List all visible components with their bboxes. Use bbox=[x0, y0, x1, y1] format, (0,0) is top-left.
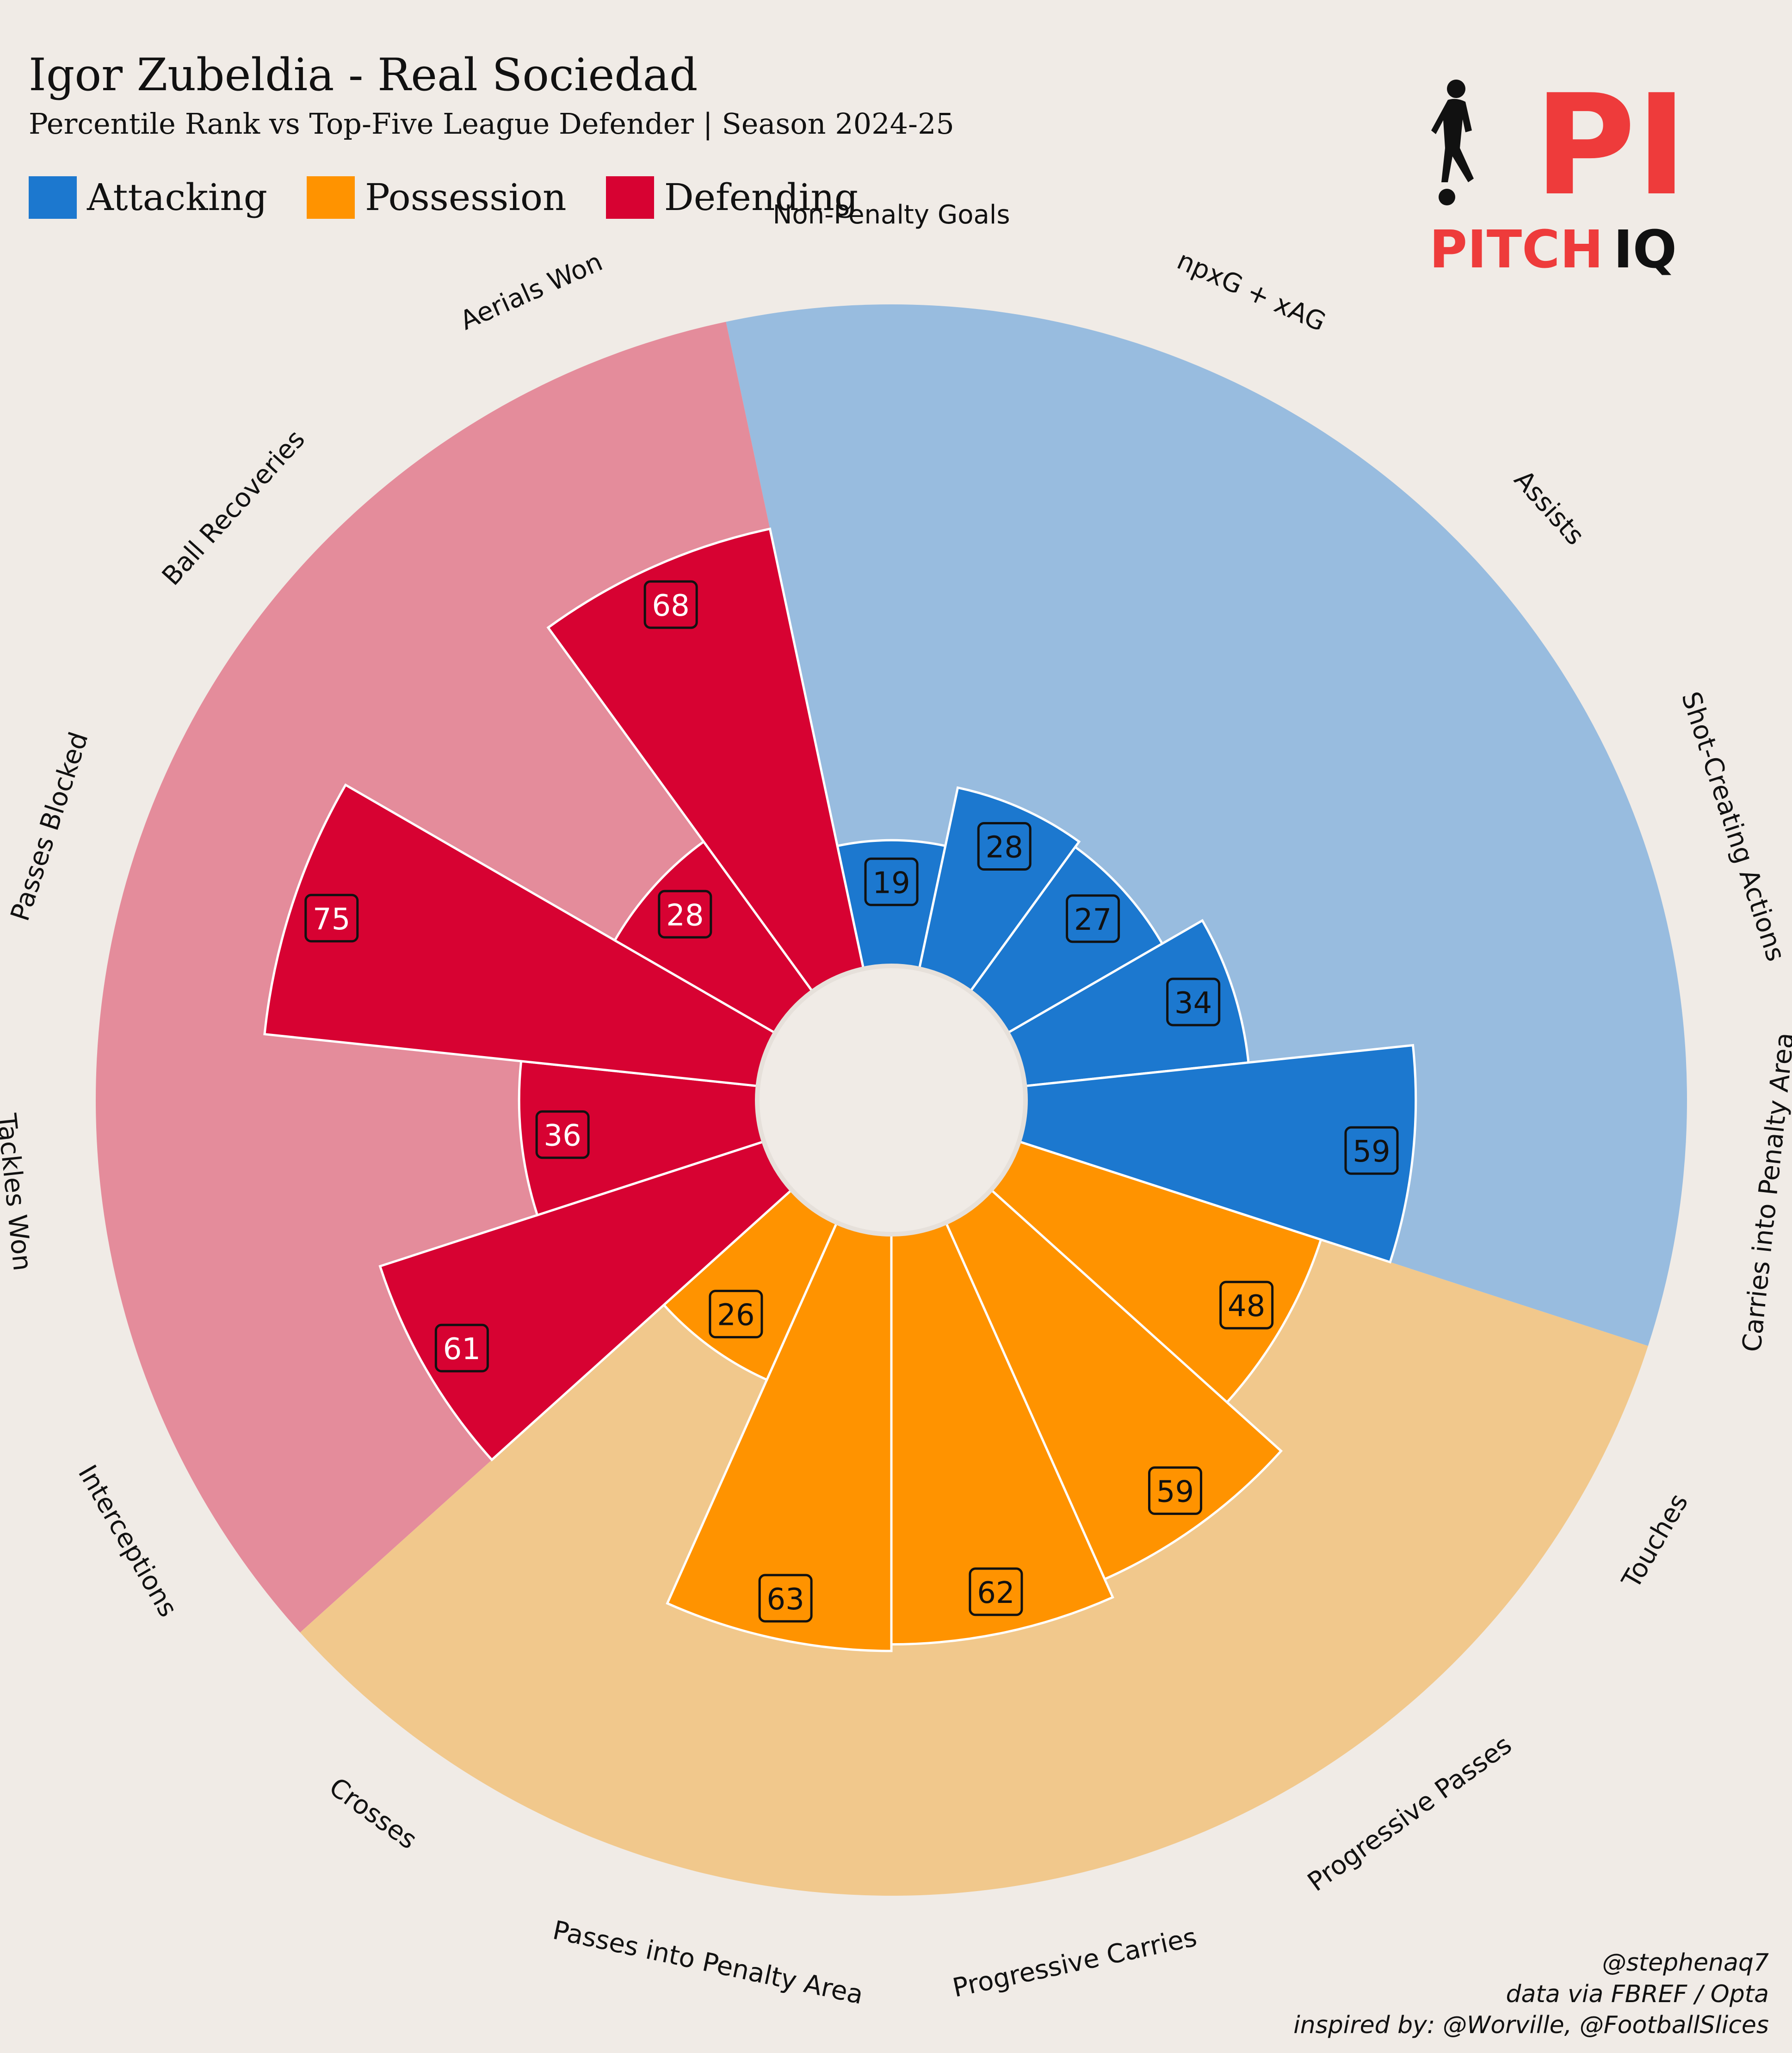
legend-item-defending: Defending bbox=[606, 176, 859, 219]
value-label-box-assists bbox=[1066, 894, 1120, 943]
logo-mark: PI bbox=[1534, 69, 1687, 217]
logo-brand: PITCH bbox=[1429, 220, 1604, 280]
chart-header: Igor Zubeldia - Real Sociedad Percentile… bbox=[29, 49, 954, 141]
value-label-ball-recoveries: 28 bbox=[666, 898, 704, 933]
legend-label-defending: Defending bbox=[664, 176, 859, 219]
value-label-box-aerials-won bbox=[643, 580, 698, 629]
credit-handle: @stephenaq7 bbox=[1602, 1949, 1769, 1977]
logo-wordmark: PITCH IQ bbox=[1429, 220, 1677, 280]
value-label-box-touches bbox=[1219, 1280, 1274, 1330]
value-label-progressive-carries: 62 bbox=[977, 1576, 1014, 1610]
value-label-npxg-xag: 28 bbox=[985, 831, 1023, 865]
value-label-box-progressive-passes bbox=[1148, 1466, 1202, 1515]
value-label-box-npxg-xag bbox=[977, 822, 1032, 871]
legend-label-possession: Possession bbox=[365, 176, 567, 219]
value-label-box-passes-into-penalty-area bbox=[758, 1574, 813, 1623]
legend-item-possession: Possession bbox=[306, 176, 567, 219]
credit-source: data via FBREF / Opta bbox=[1506, 1980, 1769, 2008]
category-label-non-penalty-goals: Non-Penalty Goals bbox=[772, 200, 1010, 230]
category-label-carries-into-penalty-area: Carries into Penalty Area bbox=[1737, 1031, 1792, 1354]
category-label-interceptions: Interceptions bbox=[72, 1460, 183, 1622]
value-label-passes-into-penalty-area: 63 bbox=[766, 1583, 804, 1617]
value-label-progressive-passes: 59 bbox=[1156, 1475, 1194, 1509]
chart-title: Igor Zubeldia - Real Sociedad bbox=[29, 49, 698, 101]
category-label-touches: Touches bbox=[1616, 1489, 1694, 1594]
category-label-passes-blocked: Passes Blocked bbox=[5, 729, 94, 925]
credits: @stephenaq7 data via FBREF / Opta inspir… bbox=[1293, 1948, 1769, 2041]
value-label-box-carries-into-penalty-area bbox=[1344, 1126, 1399, 1175]
legend-swatch-attacking bbox=[29, 176, 77, 219]
logo-suffix: IQ bbox=[1613, 220, 1677, 280]
footballer-silhouette-icon: PI bbox=[1431, 65, 1687, 226]
category-label-tackles-won: Tackles Won bbox=[0, 1112, 37, 1272]
value-label-tackles-won: 36 bbox=[544, 1119, 581, 1153]
value-label-aerials-won: 68 bbox=[652, 589, 689, 623]
value-label-passes-blocked: 75 bbox=[313, 903, 350, 937]
category-label-assists: Assists bbox=[1508, 464, 1590, 551]
value-label-non-penalty-goals: 19 bbox=[872, 866, 910, 900]
value-label-box-shot-creating-actions bbox=[1166, 977, 1221, 1026]
legend-label-attacking: Attacking bbox=[87, 176, 267, 219]
value-label-box-progressive-carries bbox=[969, 1567, 1023, 1616]
category-label-shot-creating-actions: Shot-Creating Actions bbox=[1675, 688, 1791, 965]
value-label-box-tackles-won bbox=[535, 1110, 590, 1159]
category-label-passes-into-penalty-area: Passes into Penalty Area bbox=[550, 1915, 865, 2010]
category-label-crosses: Crosses bbox=[323, 1772, 422, 1855]
value-label-shot-creating-actions: 34 bbox=[1174, 986, 1212, 1020]
value-label-assists: 27 bbox=[1074, 903, 1112, 937]
value-label-box-interceptions bbox=[434, 1323, 489, 1373]
category-label-ball-recoveries: Ball Recoveries bbox=[156, 424, 311, 591]
value-label-crosses: 26 bbox=[717, 1299, 754, 1333]
value-label-box-ball-recoveries bbox=[658, 890, 712, 939]
category-label-npxg-xag: npxG + xAG bbox=[1173, 245, 1330, 337]
legend-swatch-possession bbox=[306, 176, 355, 219]
legend: Attacking Possession Defending bbox=[29, 176, 858, 219]
value-label-box-passes-blocked bbox=[304, 894, 359, 943]
category-label-aerials-won: Aerials Won bbox=[456, 247, 607, 336]
chart-subtitle: Percentile Rank vs Top-Five League Defen… bbox=[29, 106, 954, 141]
legend-item-attacking: Attacking bbox=[29, 176, 267, 219]
center-hole bbox=[755, 964, 1028, 1237]
category-label-progressive-carries: Progressive Carries bbox=[950, 1922, 1199, 2003]
value-label-box-non-penalty-goals bbox=[864, 857, 919, 906]
credit-inspired: inspired by: @Worville, @FootballSlices bbox=[1293, 2011, 1769, 2040]
value-label-touches: 48 bbox=[1228, 1289, 1265, 1323]
value-label-interceptions: 61 bbox=[443, 1332, 481, 1367]
value-label-box-crosses bbox=[709, 1290, 763, 1339]
pitch-iq-logo: PI PITCH IQ bbox=[1429, 65, 1707, 282]
value-label-carries-into-penalty-area: 59 bbox=[1353, 1135, 1390, 1169]
legend-swatch-defending bbox=[606, 176, 654, 219]
